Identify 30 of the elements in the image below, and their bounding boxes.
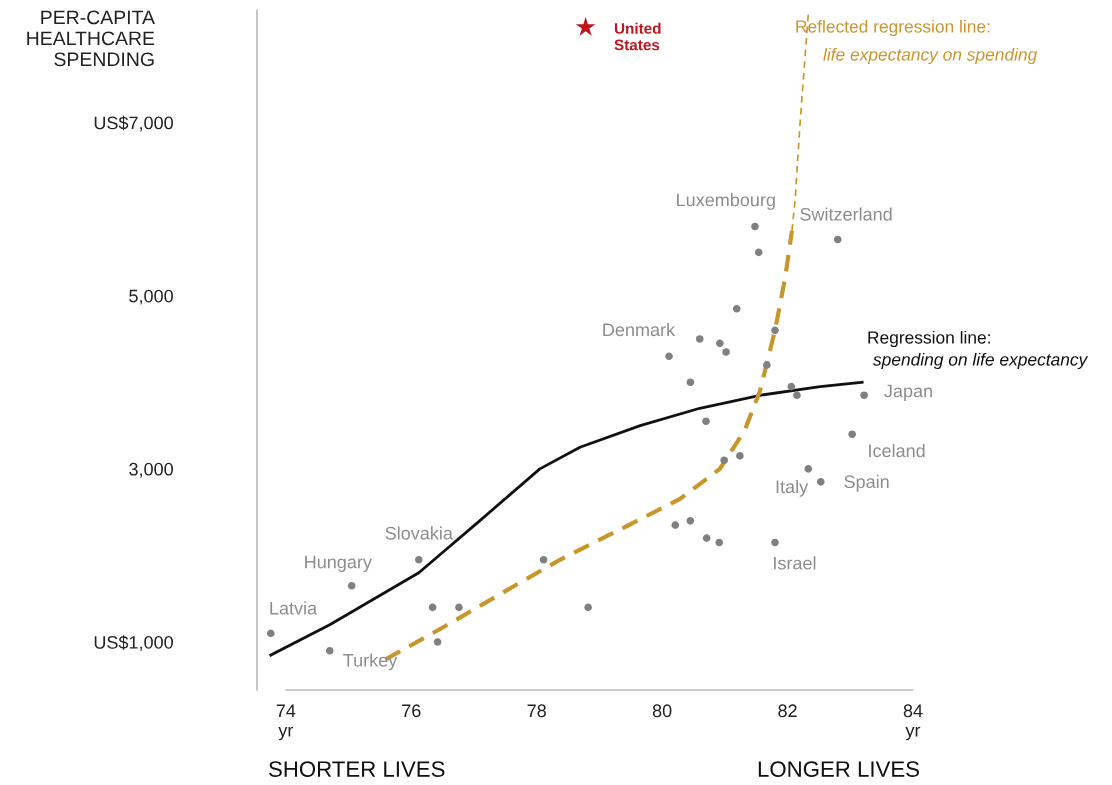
annotation: Denmark (603, 322, 676, 337)
x-tick-label: 76 (402, 704, 421, 718)
y-tick-label: 5,000 (129, 289, 173, 305)
x-tick-label: 80 (652, 704, 672, 718)
annotation: Switzerland (800, 207, 892, 221)
y-tick-label: US$7,000 (94, 115, 173, 132)
annotation: Hungary (305, 555, 372, 572)
annotation: Iceland (869, 443, 925, 458)
annotation: Spain (844, 474, 889, 492)
y-tick-label: US$1,000 (94, 635, 173, 651)
y-tick-label: 3,000 (129, 462, 173, 478)
annotation: Latvia (270, 601, 318, 615)
x-tick-label: 78 (527, 704, 546, 718)
annotation: Regression line: (868, 330, 990, 348)
x-tick-label: 84 yr (903, 704, 923, 741)
annotation: Luxembourg (677, 193, 775, 210)
text: SHORTER LIVES (269, 761, 445, 777)
annotation: Italy (776, 479, 809, 497)
x-tick-label: 82 (778, 704, 797, 718)
annotation: spending on life expectancy (873, 352, 1089, 370)
x-tick-label: 74 yr (276, 704, 296, 741)
annotation: Israel (774, 556, 816, 570)
annotation: United States (614, 22, 661, 51)
annotation: Slovakia (385, 526, 453, 540)
annotation: Reflected regression line: (796, 19, 990, 37)
annotation: Turkey (343, 653, 398, 671)
text: LONGER LIVES (758, 761, 919, 777)
annotation: life expectancy on spending (823, 47, 1038, 65)
y-axis-title: PER-CAPITA HEALTHCARE SPENDING (27, 10, 155, 67)
annotation: Japan (884, 384, 932, 401)
